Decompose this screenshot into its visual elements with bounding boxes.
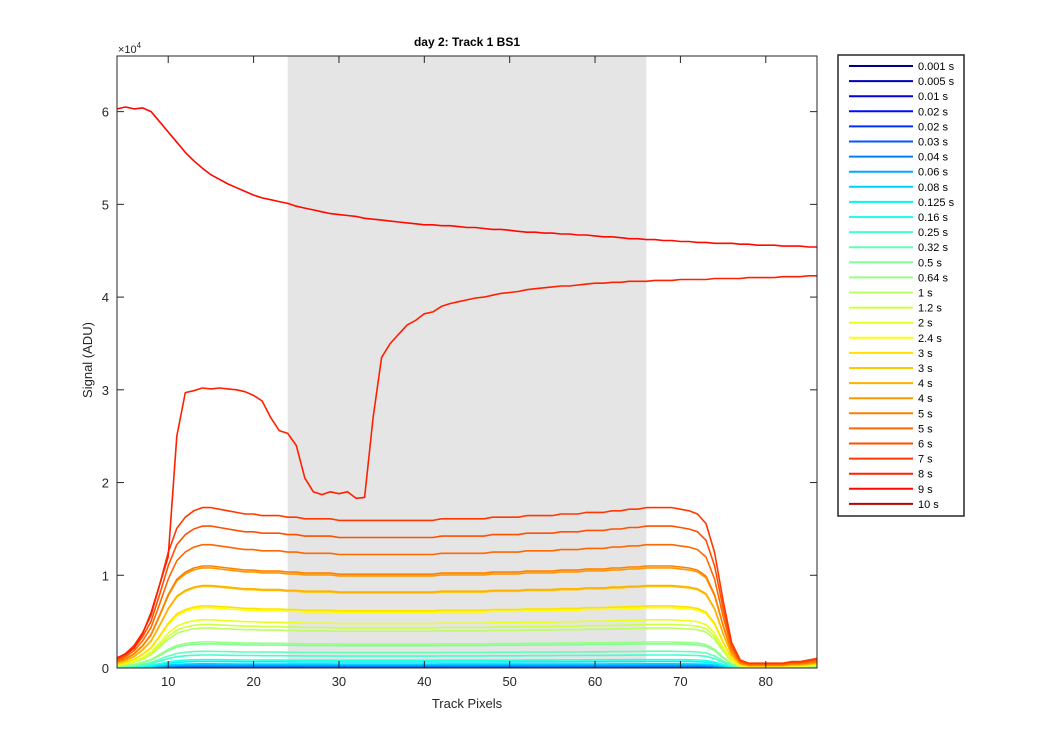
y-tick-label-1: 1 [102, 568, 109, 583]
series-line-14 [117, 641, 817, 668]
x-tick-label-1: 20 [246, 674, 260, 689]
series-line-21 [117, 584, 817, 667]
legend-label-11: 0.25 s [918, 227, 948, 239]
legend-label-14: 0.64 s [918, 272, 948, 284]
series-line-26 [117, 506, 817, 664]
legend-label-0: 0.001 s [918, 61, 955, 73]
x-axis-label: Track Pixels [432, 696, 503, 711]
legend-label-10: 0.16 s [918, 212, 948, 224]
x-tick-label-6: 70 [673, 674, 687, 689]
legend-label-21: 4 s [918, 378, 933, 390]
legend-label-17: 2 s [918, 318, 933, 330]
series-line-22 [117, 567, 817, 666]
legend-label-15: 1 s [918, 288, 933, 300]
series-line-17 [117, 619, 817, 668]
legend-label-28: 9 s [918, 484, 933, 496]
x-tick-label-4: 50 [502, 674, 516, 689]
series-line-10 [117, 658, 817, 668]
y-tick-label-4: 4 [102, 290, 109, 305]
series-line-16 [117, 623, 817, 668]
series-line-7 [117, 664, 817, 668]
legend-label-5: 0.03 s [918, 137, 948, 149]
x-tick-label-2: 30 [332, 674, 346, 689]
legend-label-23: 5 s [918, 408, 933, 420]
legend-box [837, 54, 965, 517]
legend-label-4: 0.02 s [918, 121, 948, 133]
legend-label-24: 5 s [918, 423, 933, 435]
series-line-8 [117, 663, 817, 668]
legend: 0.001 s 0.005 s 0.01 s 0.02 s 0.02 s 0.03 s 0.… [837, 54, 965, 517]
series-line-27 [117, 275, 817, 659]
legend-label-8: 0.08 s [918, 182, 948, 194]
y-tick-label-3: 3 [102, 383, 109, 398]
legend-label-9: 0.125 s [918, 197, 955, 209]
legend-label-22: 4 s [918, 393, 933, 405]
legend-label-12: 0.32 s [918, 242, 948, 254]
series-line-12 [117, 650, 817, 668]
y-exponent-power: 4 [137, 41, 142, 50]
series-line-6 [117, 665, 817, 668]
series-line-19 [117, 605, 817, 667]
series-line-24 [117, 543, 817, 666]
series-line-28 [117, 106, 817, 248]
shaded-region [287, 56, 647, 668]
legend-label-2: 0.01 s [918, 91, 948, 103]
y-tick-label-2: 2 [102, 476, 109, 491]
legend-label-29: 10 s [918, 499, 939, 511]
legend-label-7: 0.06 s [918, 167, 948, 179]
legend-label-26: 7 s [918, 454, 933, 466]
y-tick-label-6: 6 [102, 105, 109, 120]
series-line-13 [117, 643, 817, 668]
x-tick-label-5: 60 [588, 674, 602, 689]
x-tick-label-0: 10 [161, 674, 175, 689]
legend-label-18: 2.4 s [918, 333, 942, 345]
x-tick-label-7: 80 [759, 674, 773, 689]
axes-box [116, 55, 818, 669]
legend-label-27: 8 s [918, 469, 933, 481]
legend-label-25: 6 s [918, 439, 933, 451]
x-tick-label-3: 40 [417, 674, 431, 689]
series-line-11 [117, 654, 817, 668]
legend-label-3: 0.02 s [918, 106, 948, 118]
legend-label-20: 3 s [918, 363, 933, 375]
y-exponent-label: ×104 [118, 41, 142, 56]
series-line-18 [117, 606, 817, 667]
y-tick-label-0: 0 [102, 661, 109, 676]
y-exponent-base: ×10 [118, 44, 137, 56]
y-tick-label-5: 5 [102, 197, 109, 212]
legend-label-19: 3 s [918, 348, 933, 360]
legend-label-13: 0.5 s [918, 257, 942, 269]
y-axis-label: Signal (ADU) [80, 322, 95, 398]
legend-label-1: 0.005 s [918, 76, 955, 88]
legend-label-6: 0.04 s [918, 152, 948, 164]
plot-area: 10 20 30 40 50 60 70 80 0 1 2 3 4 5 6 [102, 55, 818, 689]
chart-title: day 2: Track 1 BS1 [414, 35, 520, 49]
series-line-15 [117, 627, 817, 668]
series-line-9 [117, 660, 817, 668]
series-line-23 [117, 565, 817, 666]
legend-label-16: 1.2 s [918, 303, 942, 315]
series-line-25 [117, 525, 817, 665]
